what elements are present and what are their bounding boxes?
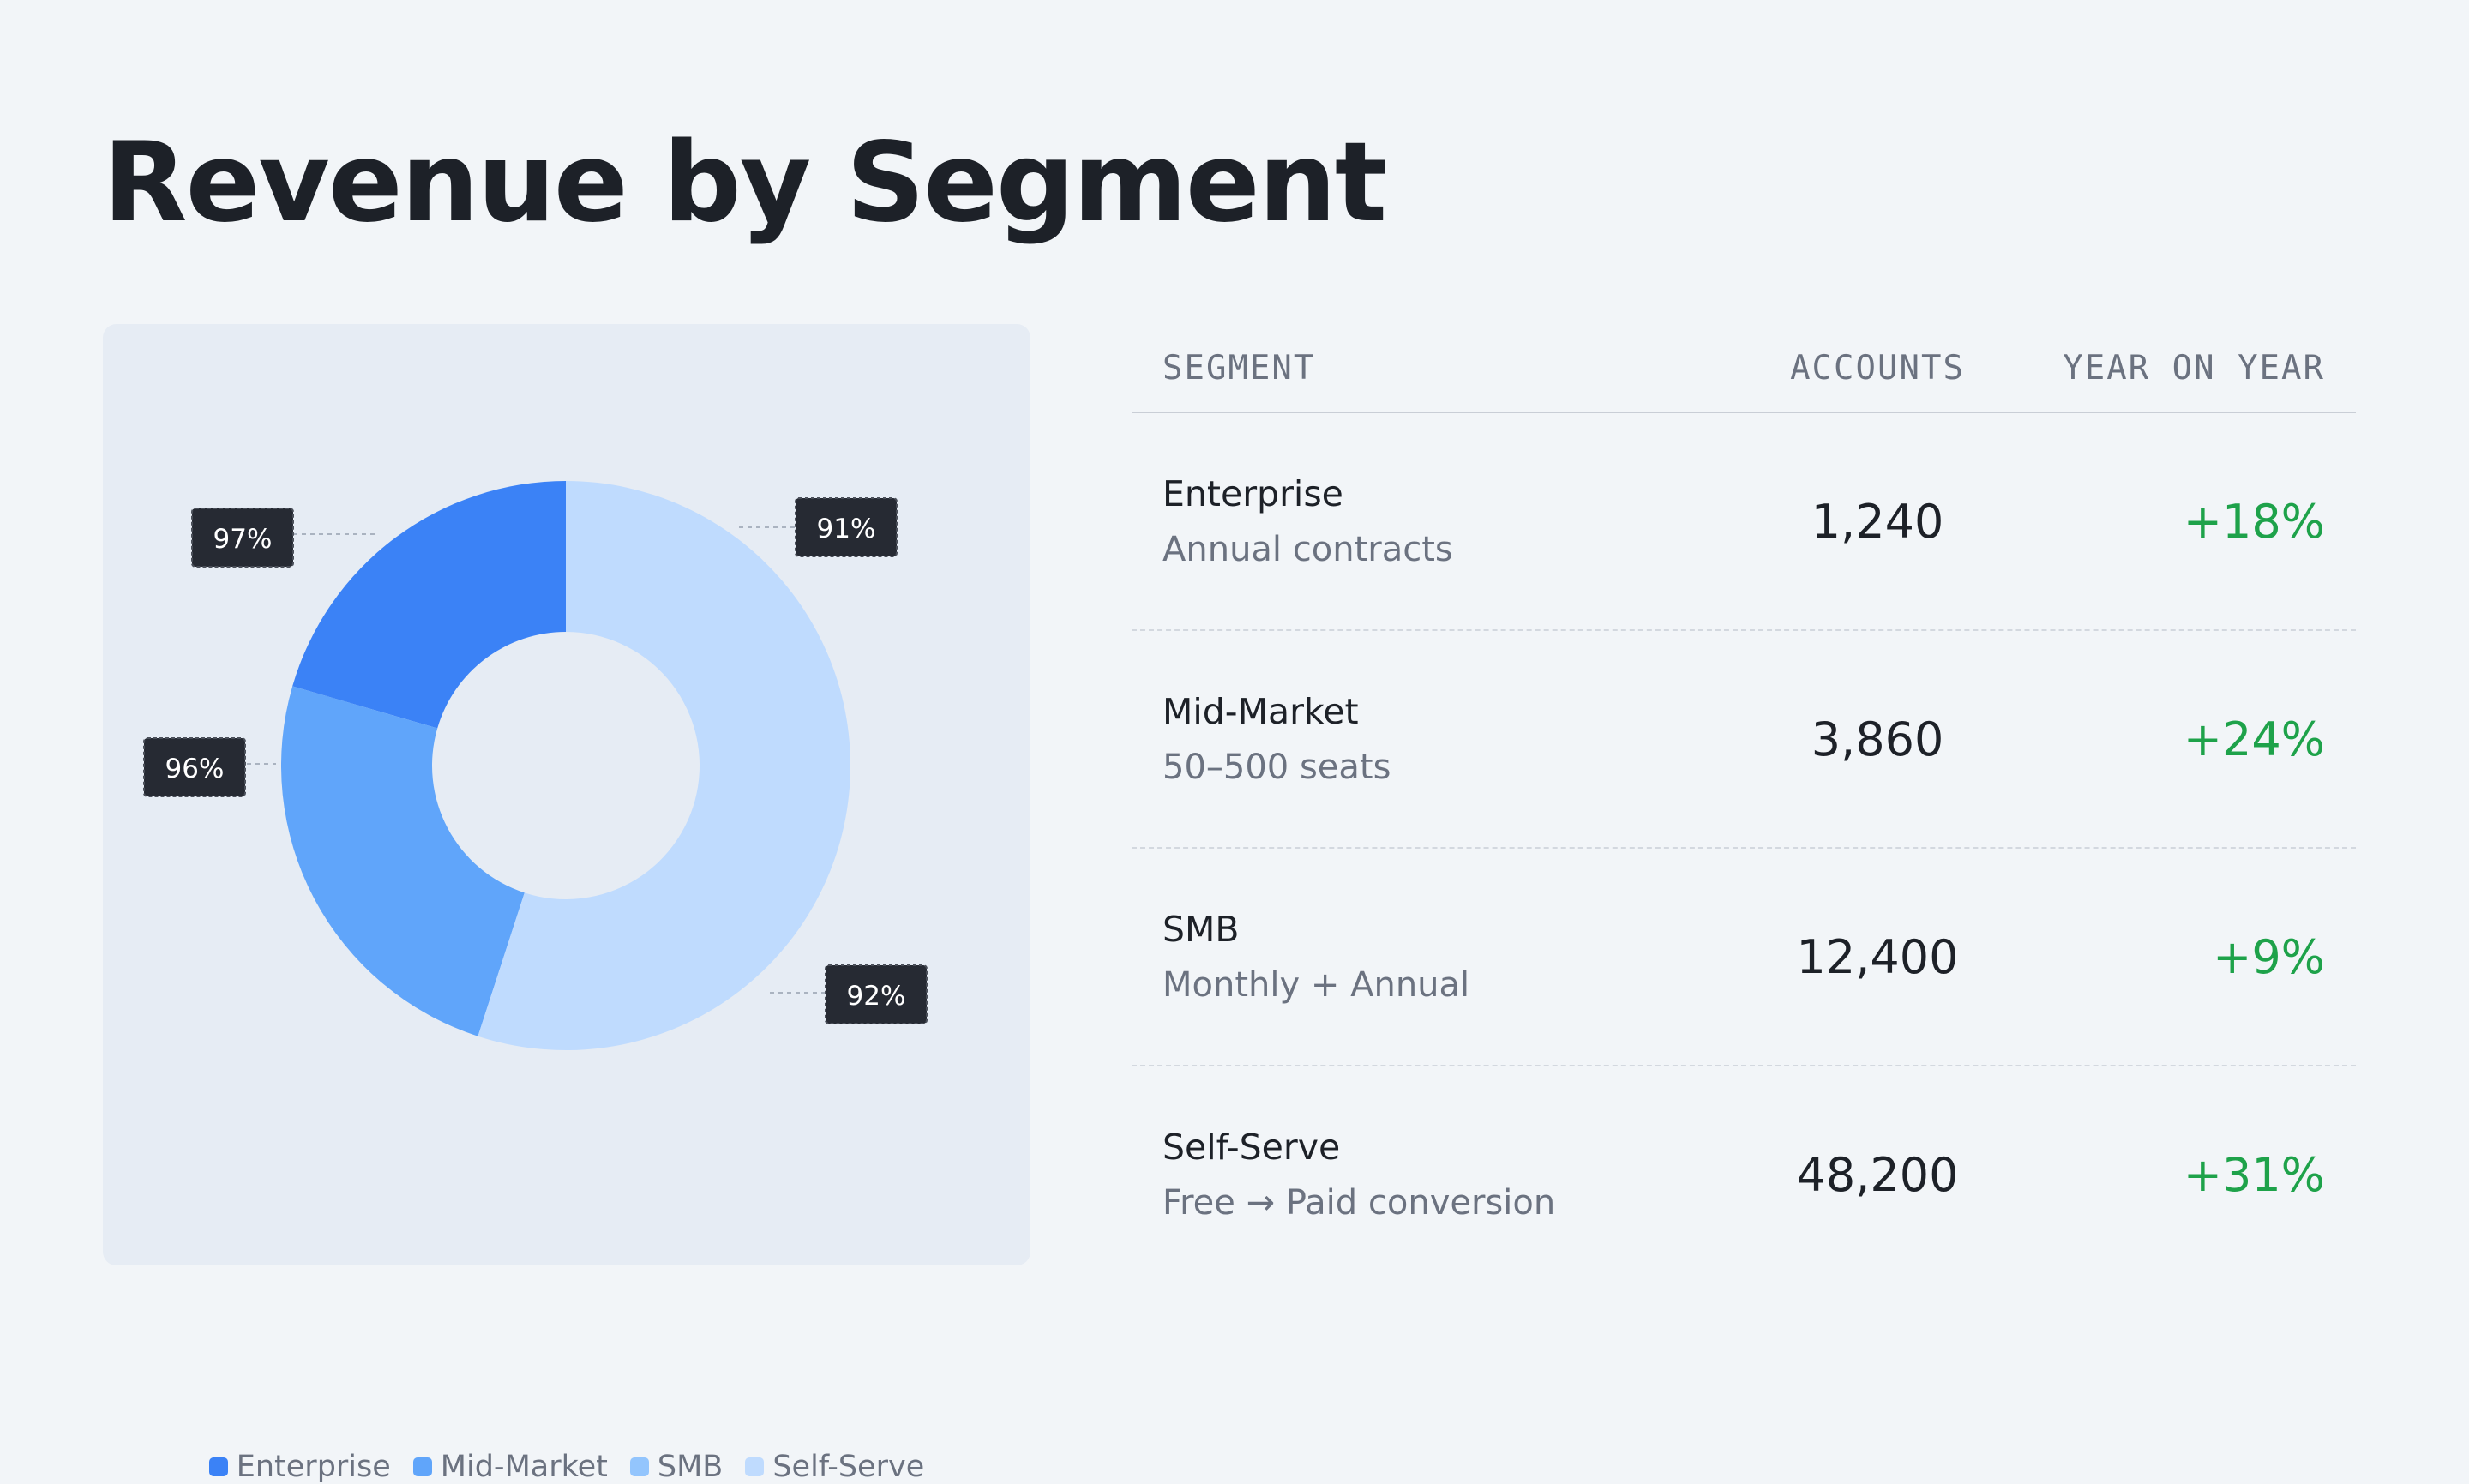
page-title: Revenue by Segment — [103, 119, 1387, 247]
table-row: Self-Serve Free → Paid conversion 48,200… — [1132, 1066, 2356, 1283]
yoy-value: +24% — [2183, 712, 2325, 766]
segment-name: Mid-Market — [1162, 691, 1359, 732]
segment-cell: Mid-Market 50–500 seats — [1132, 691, 1732, 787]
segment-subtitle: Free → Paid conversion — [1162, 1183, 1556, 1223]
donut-slice-mid-market — [281, 686, 525, 1036]
callout-label: 91% — [817, 514, 876, 544]
legend-swatch — [745, 1457, 765, 1476]
donut-slice-self-serve — [478, 481, 850, 1050]
header-year-on-year: YEAR ON YEAR — [2063, 348, 2325, 388]
chart-legend: Enterprise Mid-Market SMB Self-Serve — [103, 1450, 1030, 1484]
callout-label: 92% — [847, 981, 906, 1012]
donut-chart: 97% 96% 92% 91% — [143, 481, 928, 1050]
callout-badge — [795, 497, 898, 557]
callout-label: 97% — [213, 524, 273, 555]
legend-label: SMB — [657, 1450, 724, 1484]
callout-label: 96% — [165, 754, 225, 784]
segment-name: SMB — [1162, 909, 1240, 950]
segment-cell: SMB Monthly + Annual — [1132, 909, 1732, 1005]
legend-item-enterprise: Enterprise — [208, 1450, 391, 1484]
segment-name: Enterprise — [1162, 473, 1343, 514]
segment-table: SEGMENT ACCOUNTS YEAR ON YEAR Enterprise… — [1132, 324, 2356, 1283]
donut-slice-enterprise — [292, 481, 566, 729]
segment-subtitle: Monthly + Annual — [1162, 965, 1470, 1005]
legend-label: Self-Serve — [772, 1450, 925, 1484]
segment-cell: Enterprise Annual contracts — [1132, 473, 1732, 569]
legend-swatch — [629, 1457, 649, 1476]
legend-item-smb: SMB — [629, 1450, 724, 1484]
donut-chart-card: 97% 96% 92% 91% Enterprise Mid-Market SMB S… — [103, 324, 1030, 1484]
segment-subtitle: Annual contracts — [1162, 530, 1453, 569]
legend-swatch — [412, 1457, 432, 1476]
legend-item-mid-market: Mid-Market — [412, 1450, 608, 1484]
legend-label: Enterprise — [236, 1450, 391, 1484]
yoy-value: +18% — [2183, 494, 2325, 549]
header-accounts: ACCOUNTS — [1790, 348, 1965, 388]
callout-badge — [191, 508, 294, 568]
table-row: SMB Monthly + Annual 12,400 +9% — [1132, 849, 2356, 1066]
table-row: Mid-Market 50–500 seats 3,860 +24% — [1132, 631, 2356, 849]
segment-cell: Self-Serve Free → Paid conversion — [1132, 1127, 1732, 1223]
legend-label: Mid-Market — [440, 1450, 608, 1484]
segment-name: Self-Serve — [1162, 1127, 1341, 1168]
accounts-value: 1,240 — [1811, 494, 1944, 549]
accounts-value: 12,400 — [1796, 929, 1959, 984]
yoy-value: +31% — [2183, 1147, 2325, 1202]
header-segment: SEGMENT — [1162, 348, 1316, 388]
callout-badge — [143, 737, 246, 797]
segment-subtitle: 50–500 seats — [1162, 748, 1391, 787]
legend-swatch — [208, 1457, 228, 1476]
callout-badge — [825, 964, 928, 1024]
accounts-value: 3,860 — [1811, 712, 1944, 766]
accounts-value: 48,200 — [1796, 1147, 1959, 1202]
legend-item-self-serve: Self-Serve — [745, 1450, 924, 1484]
table-row: Enterprise Annual contracts 1,240 +18% — [1132, 413, 2356, 631]
table-header: SEGMENT ACCOUNTS YEAR ON YEAR — [1132, 324, 2356, 413]
yoy-value: +9% — [2213, 929, 2325, 984]
